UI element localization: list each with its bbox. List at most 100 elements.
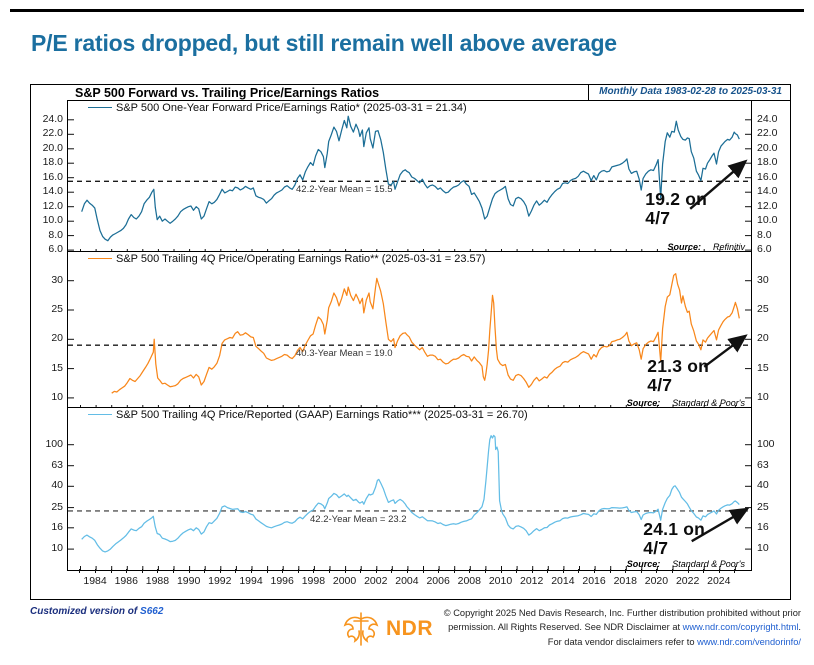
x-tick: [266, 569, 268, 573]
panel2-legend-label: S&P 500 Trailing 4Q Price/Operating Earn…: [116, 253, 486, 265]
panel2-mean-label: 40.3-Year Mean = 19.0: [296, 348, 393, 360]
chart-title: S&P 500 Forward vs. Trailing Price/Earni…: [75, 86, 380, 100]
x-tick: [500, 569, 502, 573]
x-tick: [718, 569, 720, 573]
panel1-right-axis: 6.0 8.0 10.0 12.0 14.0 16.0 18.0 20.0 22.0 24.0: [752, 100, 790, 256]
x-tick: [157, 569, 159, 573]
y-tick-label: 10.0: [42, 214, 63, 227]
x-tick-label: 1994: [239, 575, 263, 587]
panel3-legend: S&P 500 Trailing 4Q Price/Reported (GAAP…: [88, 409, 528, 421]
y-tick-label: 12.0: [757, 199, 778, 212]
y-tick-label: 18.0: [757, 156, 778, 169]
x-tick: [126, 569, 128, 573]
panel2-right-axis: 10 15 20 25 30: [752, 251, 790, 408]
panel2-latest-annotation: 21.3 on 4/7: [647, 355, 709, 396]
panel3-legend-label: S&P 500 Trailing 4Q Price/Reported (GAAP…: [116, 409, 528, 421]
panel3-latest-annotation: 24.1 on 4/7: [643, 518, 705, 559]
copyright-line2: permission. All Rights Reserved. See NDR…: [448, 622, 801, 633]
y-tick-label: 10: [757, 390, 769, 403]
y-tick-label: 15: [51, 361, 63, 374]
panel3-plot-area: S&P 500 Trailing 4Q Price/Reported (GAAP…: [67, 407, 752, 571]
x-tick: [703, 569, 705, 573]
panel1-legend-swatch-icon: [88, 107, 112, 108]
y-tick-label: 25: [757, 500, 769, 513]
x-tick-label: 2024: [707, 575, 731, 587]
x-tick-label: 2012: [520, 575, 544, 587]
x-tick: [79, 569, 81, 573]
panel2-legend: S&P 500 Trailing 4Q Price/Operating Earn…: [88, 253, 485, 265]
x-tick-label: 1996: [270, 575, 294, 587]
panel2-legend-swatch-icon: [88, 258, 112, 259]
panel-gaap-pe: 10 16 25 40 63 100 S&P 500 Trailing 4Q Price/…: [31, 407, 790, 571]
y-tick-label: 14.0: [42, 185, 63, 198]
y-tick-label: 16.0: [42, 170, 63, 183]
x-tick: [594, 569, 596, 573]
panel2-source: Source: Standard & Poor's: [626, 398, 745, 408]
y-tick-label: 30: [51, 273, 63, 286]
y-tick-label: 18.0: [42, 156, 63, 169]
ndr-crest-icon: [343, 612, 379, 646]
panel2-left-axis: 10 15 20 25 30: [31, 251, 67, 408]
vendorinfo-link[interactable]: www.ndr.com/vendorinfo/: [697, 636, 801, 647]
y-tick-label: 25: [51, 500, 63, 513]
x-tick: [188, 569, 190, 573]
y-tick-label: 20: [757, 332, 769, 345]
copyright-link[interactable]: www.ndr.com/copyright.html: [682, 622, 799, 633]
y-tick-label: 63: [757, 458, 769, 471]
x-tick: [734, 569, 736, 573]
x-tick: [297, 569, 299, 573]
x-tick-label: 1988: [145, 575, 170, 587]
x-tick-label: 2006: [426, 575, 450, 587]
chart-frame: S&P 500 Forward vs. Trailing Price/Earni…: [30, 84, 791, 600]
customized-note-text: Customized version of: [30, 606, 138, 617]
y-tick-label: 40: [757, 479, 769, 492]
y-tick-label: 14.0: [757, 185, 778, 198]
copyright-line1: © Copyright 2025 Ned Davis Research, Inc…: [443, 608, 801, 618]
x-tick: [219, 569, 221, 573]
x-tick: [360, 569, 362, 573]
y-tick-label: 25: [757, 303, 769, 315]
x-tick: [453, 569, 455, 573]
x-tick: [110, 569, 112, 573]
customized-version-link[interactable]: S662: [140, 606, 164, 617]
y-tick-label: 12.0: [42, 199, 63, 212]
y-tick-label: 8.0: [757, 228, 772, 241]
panel1-plot-area: S&P 500 One-Year Forward Price/Earnings …: [67, 100, 752, 254]
x-tick: [438, 569, 440, 573]
x-tick-label: 2000: [332, 575, 357, 587]
y-tick-label: 16: [51, 520, 63, 533]
x-tick: [313, 569, 315, 573]
x-tick-label: 2020: [644, 575, 669, 587]
ndr-logo: NDR: [341, 611, 433, 647]
x-tick: [484, 569, 486, 573]
x-tick: [516, 569, 518, 573]
x-tick-label: 1990: [176, 575, 201, 587]
x-tick: [204, 569, 206, 573]
y-tick-label: 15: [757, 361, 769, 374]
y-tick-label: 63: [51, 458, 63, 471]
y-tick-label: 16.0: [757, 170, 778, 183]
x-tick-label: 1998: [301, 575, 326, 587]
panel-forward-pe: 6.0 8.0 10.0 12.0 14.0 16.0 18.0 20.0 22.0 24.0 S…: [31, 100, 790, 256]
panel3-left-axis: 10 16 25 40 63 100: [31, 407, 67, 569]
y-tick-label: 40: [51, 479, 63, 492]
copyright-block: © Copyright 2025 Ned Davis Research, Inc…: [419, 606, 801, 649]
panel3-source: Source: Standard & Poor's: [626, 559, 745, 569]
y-tick-label: 10.0: [757, 214, 778, 227]
copyright-line3: For data vendor disclaimers refer to www…: [547, 636, 801, 647]
panel3-right-axis: 10 16 25 40 63 100: [752, 407, 790, 569]
y-tick-label: 20.0: [757, 141, 778, 154]
panel2-plot-area: S&P 500 Trailing 4Q Price/Operating Earn…: [67, 251, 752, 410]
x-tick: [656, 569, 658, 573]
x-tick-label: 1986: [114, 575, 138, 587]
panel1-mean-label: 42.2-Year Mean = 15.5: [296, 184, 393, 196]
y-tick-label: 22.0: [42, 127, 63, 140]
y-tick-label: 10: [51, 542, 63, 555]
customized-note: Customized version of S662: [30, 606, 163, 617]
x-tick: [562, 569, 564, 573]
y-tick-label: 6.0: [757, 243, 772, 256]
y-tick-label: 24.0: [42, 112, 63, 125]
panel3-mean-label: 42.2-Year Mean = 23.2: [310, 513, 407, 525]
panel1-legend-label: S&P 500 One-Year Forward Price/Earnings …: [116, 102, 467, 114]
